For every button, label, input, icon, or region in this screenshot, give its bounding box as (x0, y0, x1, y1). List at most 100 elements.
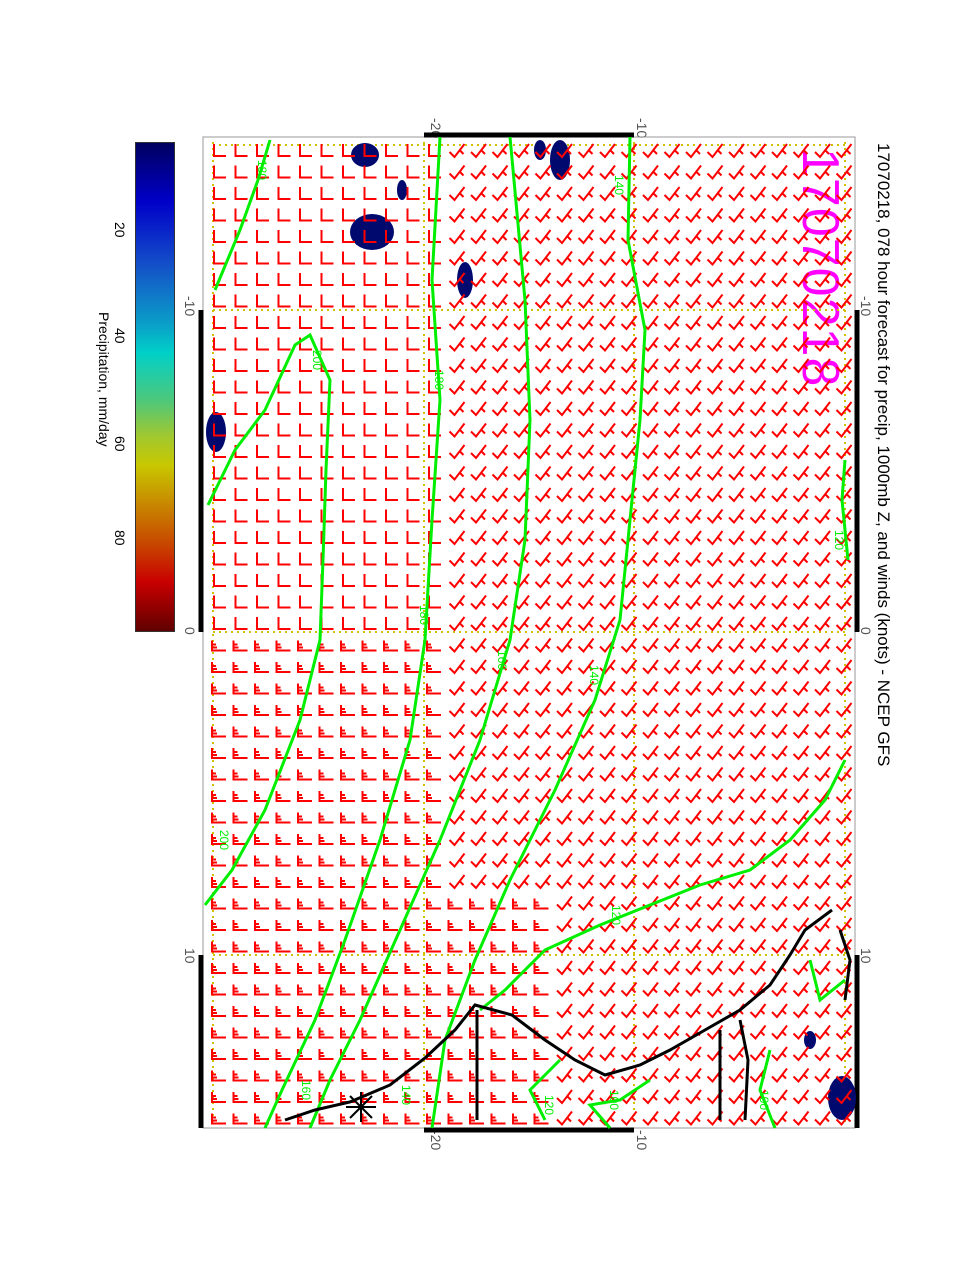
wind-barb (385, 488, 398, 501)
wind-barb (556, 229, 573, 245)
wind-barb (749, 680, 767, 697)
wind-barb (383, 898, 398, 910)
wind-barb (256, 359, 269, 372)
wind-barb (749, 659, 767, 675)
wind-barb (491, 250, 509, 267)
wind-barb (406, 617, 420, 630)
wind-barb (448, 637, 466, 654)
wind-barb (232, 1092, 248, 1103)
wind-barb (385, 595, 398, 609)
wind-barb (814, 702, 831, 718)
wind-barb (685, 1067, 702, 1084)
wind-barb (213, 574, 226, 587)
wind-barb (320, 466, 334, 480)
wind-barb (318, 1027, 334, 1039)
wind-barb (491, 573, 509, 589)
wind-barb (620, 637, 638, 654)
wind-barb (706, 143, 724, 159)
wind-barb (213, 230, 226, 243)
wind-barb (599, 960, 616, 976)
wind-barb (275, 812, 291, 824)
wind-barb (577, 659, 595, 675)
wind-barb (577, 831, 595, 847)
wind-barb (340, 1113, 355, 1125)
wind-barb (428, 531, 441, 544)
wind-barb (835, 616, 853, 632)
wind-barb (706, 895, 724, 912)
wind-barb (426, 1113, 441, 1125)
wind-barb (663, 379, 681, 396)
wind-barb (447, 898, 463, 910)
wind-barb (297, 769, 312, 781)
wind-barb (792, 1110, 810, 1127)
wind-barb (599, 186, 616, 202)
wind-barb (211, 963, 226, 974)
wind-barb (363, 380, 377, 394)
wind-barb (771, 358, 788, 374)
wind-barb (385, 531, 398, 544)
wind-barb (685, 809, 702, 826)
wind-barb (642, 401, 659, 417)
wind-barb (533, 984, 549, 996)
wind-barb (556, 659, 573, 675)
wind-barb (792, 207, 810, 224)
wind-barb (340, 855, 355, 867)
wind-barb (342, 316, 355, 329)
wind-barb (513, 659, 530, 675)
wind-barb (706, 358, 724, 374)
wind-barb (469, 1027, 484, 1039)
wind-barb (620, 917, 638, 933)
wind-barb (469, 1070, 484, 1082)
wind-barb (771, 1003, 788, 1019)
wind-barb (599, 831, 616, 847)
wind-barb (254, 963, 269, 974)
wind-barb (642, 422, 659, 439)
wind-barb (297, 834, 312, 845)
wind-barb (383, 920, 398, 931)
wind-barb (211, 748, 226, 759)
wind-barb (211, 683, 226, 695)
wind-barb (728, 981, 745, 998)
wind-barb (749, 487, 767, 503)
wind-barb (383, 640, 398, 652)
wind-barb (277, 208, 291, 222)
wind-barb (275, 855, 291, 867)
wind-barb (320, 144, 334, 157)
wind-barb (663, 272, 681, 288)
wind-barb (835, 379, 853, 396)
wind-barb (318, 791, 334, 802)
wind-barb (426, 984, 441, 996)
wind-barb (728, 573, 745, 589)
wind-barb (383, 941, 398, 953)
wind-barb (771, 207, 788, 224)
wind-barb (426, 748, 441, 759)
wind-barb (835, 745, 853, 761)
wind-barb (361, 812, 377, 824)
wind-barb (642, 852, 659, 869)
wind-barb (577, 938, 595, 955)
wind-barb (577, 637, 595, 654)
wind-barb (297, 1092, 312, 1103)
wind-barb (363, 509, 377, 523)
wind-barb (642, 616, 659, 632)
wind-barb (706, 444, 724, 460)
wind-barb (556, 422, 573, 439)
wind-barb (361, 834, 377, 845)
wind-barb (491, 358, 509, 374)
wind-barb (728, 831, 745, 847)
wind-barb (383, 834, 398, 845)
wind-barb (706, 594, 724, 611)
contour-label: 180 (255, 160, 269, 180)
wind-barb (254, 640, 269, 652)
wind-barb (835, 143, 853, 159)
wind-barb (685, 981, 702, 998)
wind-barb (771, 895, 788, 912)
wind-barb (448, 508, 466, 525)
wind-barb (297, 898, 312, 910)
wind-barb (792, 229, 810, 245)
wind-barb (470, 788, 487, 804)
wind-barb (470, 573, 487, 589)
wind-barb (299, 273, 312, 286)
wind-barb (342, 466, 355, 480)
wind-barb (814, 551, 831, 568)
